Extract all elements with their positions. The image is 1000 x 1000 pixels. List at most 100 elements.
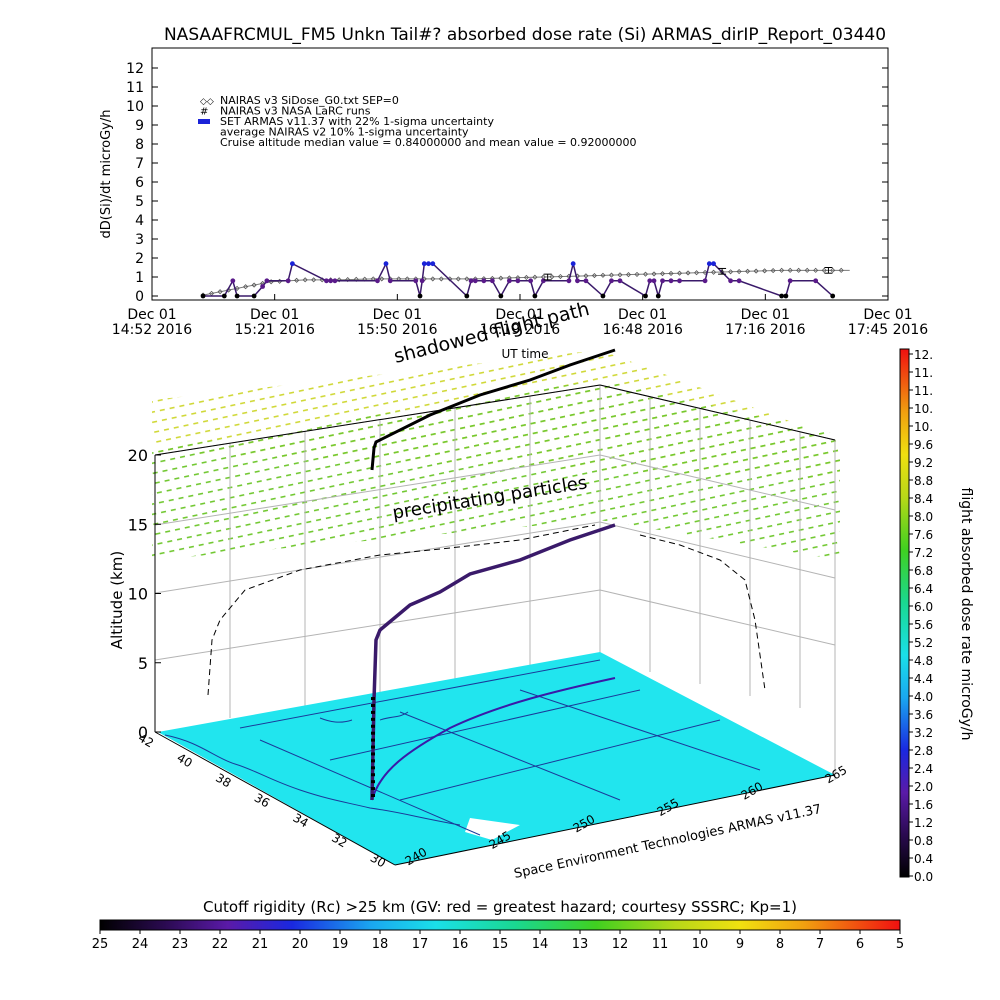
cutoff-tick-label: 24 — [132, 937, 149, 952]
dose-tick-label: 4.4 — [914, 672, 933, 686]
dose-tick-label: 0.0 — [914, 870, 933, 884]
legend-entry: NAIRAS v3 SiDose_G0.txt SEP=0 — [220, 94, 399, 107]
armas-point — [285, 278, 291, 284]
cutoff-tick-label: 14 — [532, 937, 549, 952]
dose-colorbar: 0.0 0.4 0.8 1.2 1.6 2.0 2.4 2.8 3.2 3.6 4.0 4.4 4.8 5… — [899, 348, 974, 884]
armas-point — [617, 278, 623, 284]
lat-tick-label: 30 — [368, 851, 388, 871]
armas-point — [651, 278, 657, 284]
cutoff-tick-label: 5 — [896, 937, 904, 952]
z-tick-label: 0 — [138, 723, 148, 742]
model-point — [234, 285, 240, 291]
cutoff-tick-label: 9 — [736, 937, 744, 952]
armas-point — [324, 278, 329, 284]
armas-point — [260, 284, 266, 289]
particles-sheet — [152, 380, 840, 560]
cutoff-tick-label: 15 — [492, 937, 509, 952]
model-point — [243, 284, 249, 290]
armas-point — [251, 293, 257, 299]
flight-path-point — [371, 731, 375, 735]
series-nairas-model — [200, 267, 850, 298]
model-point — [659, 271, 666, 277]
y-tick-label: 1 — [135, 270, 144, 286]
flight-path-point — [371, 752, 375, 756]
model-point — [498, 275, 504, 281]
legend: ◇◇ NAIRAS v3 SiDose_G0.txt SEP=0 # NAIRAS v… — [198, 94, 637, 149]
projection-left — [207, 524, 596, 696]
projection-right — [639, 534, 766, 691]
model-point — [685, 270, 691, 276]
model-point — [583, 273, 589, 279]
flight-path-point — [371, 724, 375, 728]
flight-path-point — [371, 759, 375, 763]
x-tick-time: 17:45 2016 — [848, 322, 929, 338]
model-point — [208, 290, 215, 296]
armas-point — [702, 278, 708, 284]
cutoff-tick-label: 13 — [572, 937, 589, 952]
model-point — [311, 277, 317, 283]
y-tick-label: 11 — [126, 80, 144, 96]
y-tick-label: 3 — [135, 232, 144, 248]
altitude-axis: 0 5 10 15 20 — [128, 446, 161, 742]
altitude-axis-label: Altitude (km) — [108, 551, 126, 649]
armas-point — [575, 278, 580, 284]
dose-tick-label: 0.8 — [914, 834, 933, 848]
model-point — [745, 268, 751, 274]
model-point — [736, 268, 742, 275]
flight-path-point — [371, 738, 375, 742]
model-point — [813, 267, 819, 273]
model-point — [821, 267, 827, 273]
flight-path-point — [371, 697, 375, 701]
armas-point — [783, 293, 789, 299]
armas-point — [200, 293, 206, 299]
armas-point — [566, 278, 572, 284]
y-tick-label: 7 — [135, 156, 144, 172]
armas-point — [289, 261, 295, 267]
model-point — [464, 276, 470, 282]
dose-tick-label: 11. — [914, 366, 933, 380]
dose-tick-label: 6.4 — [914, 582, 933, 596]
armas-point — [515, 278, 521, 284]
x-tick-day: Dec 01 — [495, 307, 544, 323]
cutoff-tick-label: 8 — [776, 937, 784, 952]
dose-tick-label: 5.2 — [914, 636, 933, 650]
y-tick-label: 2 — [135, 251, 144, 267]
model-point — [779, 267, 785, 273]
cutoff-tick-label: 20 — [292, 937, 309, 952]
model-point — [430, 276, 436, 282]
cutoff-colorbar-title: Cutoff rigidity (Rc) >25 km (GV: red = g… — [203, 898, 797, 916]
x-tick-day: Dec 01 — [618, 307, 667, 323]
model-point — [600, 272, 606, 278]
armas-point — [430, 261, 436, 267]
z-tick-label: 5 — [138, 654, 148, 673]
coastline — [164, 659, 761, 836]
dose-tick-label: 11. — [914, 384, 933, 398]
dose-tick-label: 10. — [914, 402, 933, 416]
armas-point — [647, 278, 653, 284]
dose-tick-label: 3.6 — [914, 708, 933, 722]
model-point — [625, 272, 632, 278]
cutoff-tick-label: 19 — [332, 937, 349, 952]
cutoff-tick-label: 22 — [212, 937, 229, 952]
z-tick-label: 10 — [128, 585, 148, 604]
legend-symbol-dot — [198, 119, 210, 124]
cutoff-tick-label: 6 — [856, 937, 864, 952]
y-tick-label: 0 — [135, 289, 144, 305]
y-tick-label: 9 — [135, 118, 144, 134]
dose-tick-label: 7.6 — [914, 528, 933, 542]
model-point — [642, 271, 649, 277]
series-armas — [200, 261, 836, 299]
armas-point — [532, 293, 538, 299]
dose-tick-label: 1.2 — [914, 816, 933, 830]
model-point — [830, 267, 836, 273]
dose-tick-label: 4.8 — [914, 654, 933, 668]
dose-tick-label: 4.0 — [914, 690, 933, 704]
cutoff-tick-label: 7 — [816, 937, 824, 952]
dose-tick-label: 8.8 — [914, 474, 933, 488]
x-tick-day: Dec 01 — [250, 307, 299, 323]
model-point — [438, 276, 444, 282]
model-point — [796, 267, 802, 273]
dose-tick-label: 2.4 — [914, 762, 933, 776]
armas-point — [728, 278, 733, 284]
